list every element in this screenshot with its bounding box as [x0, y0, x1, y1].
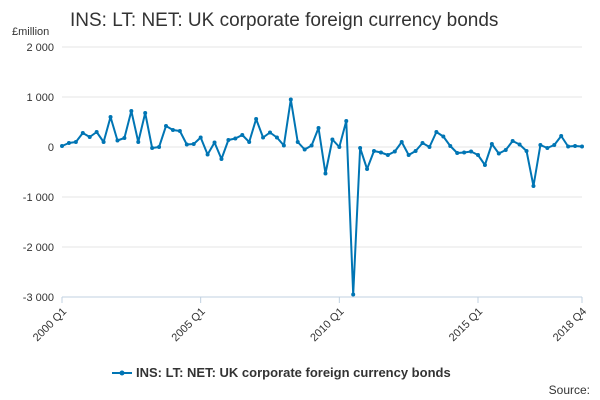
data-point [108, 115, 113, 119]
data-point [392, 149, 397, 154]
data-point [101, 140, 106, 144]
data-point [254, 117, 259, 121]
data-point [344, 119, 349, 123]
data-point [420, 141, 425, 145]
data-point [566, 144, 571, 149]
data-point [469, 149, 474, 154]
data-point [177, 129, 182, 133]
data-point [212, 140, 217, 145]
legend: INS: LT: NET: UK corporate foreign curre… [112, 365, 451, 380]
data-point [406, 153, 411, 157]
data-point [580, 144, 584, 149]
data-point [427, 145, 432, 149]
y-tick-label: 1 000 [26, 92, 54, 104]
data-point [573, 144, 578, 148]
data-point [226, 138, 231, 142]
data-point [482, 163, 487, 167]
data-point [295, 140, 300, 144]
data-point [94, 130, 99, 134]
y-unit-label: £million [12, 26, 49, 38]
chart-title: INS: LT: NET: UK corporate foreign curre… [70, 10, 498, 31]
data-point [66, 141, 71, 145]
x-tick-label: 2000 Q1 [31, 306, 69, 344]
data-point [302, 147, 307, 152]
y-tick-label: 2 000 [26, 42, 54, 54]
data-point [247, 140, 252, 144]
source-label: Source: [549, 383, 590, 397]
data-point [455, 151, 460, 155]
data-point [385, 153, 390, 157]
x-axis-ticks: 2000 Q1 2005 Q1 2010 Q1 2015 Q1 2018 Q4 [31, 297, 589, 344]
data-point [517, 142, 522, 147]
y-tick-label: 0 [48, 142, 54, 154]
data-point [268, 130, 272, 135]
y-axis-ticks: 2 000 1 000 0 -1 000 -2 000 -3 000 [23, 42, 54, 304]
y-tick-label: -1 000 [23, 192, 54, 204]
data-point [337, 145, 342, 149]
data-point [378, 150, 383, 155]
data-point [309, 143, 314, 148]
data-point [358, 146, 363, 150]
data-point [365, 167, 370, 171]
data-point [281, 143, 286, 148]
data-point [240, 133, 245, 137]
data-point [510, 139, 515, 143]
x-tick-label: 2005 Q1 [170, 306, 208, 344]
data-point [274, 135, 279, 140]
data-point [545, 146, 550, 150]
data-point [434, 130, 439, 134]
data-point [143, 111, 148, 115]
data-point [476, 153, 480, 157]
data-point [80, 131, 85, 135]
series-points [60, 97, 584, 297]
data-point [219, 157, 224, 161]
data-point [87, 135, 92, 139]
data-point [233, 136, 238, 141]
data-point [524, 149, 529, 153]
series-line [61, 98, 583, 296]
data-point [372, 149, 376, 153]
data-point [330, 137, 335, 142]
data-point [552, 143, 557, 147]
data-point [399, 140, 404, 144]
y-tick-label: -2 000 [23, 242, 54, 254]
data-point [503, 148, 508, 152]
data-point [60, 144, 64, 148]
data-point [448, 144, 453, 148]
x-tick-label: 2015 Q1 [447, 306, 485, 344]
data-point [413, 149, 418, 153]
data-point [150, 146, 155, 150]
data-point [559, 134, 564, 138]
data-point [136, 140, 141, 144]
data-point [261, 135, 266, 140]
data-point [538, 143, 543, 147]
data-point [129, 109, 134, 113]
data-point [73, 140, 78, 144]
x-tick-label: 2010 Q1 [308, 306, 346, 344]
y-tick-label: -3 000 [23, 292, 54, 304]
data-point [496, 151, 501, 156]
data-point [157, 145, 162, 149]
data-point [351, 292, 356, 297]
data-point [531, 184, 536, 188]
data-point [184, 142, 189, 147]
data-point [205, 152, 210, 157]
legend-label: INS: LT: NET: UK corporate foreign curre… [136, 365, 451, 380]
data-point [191, 142, 196, 146]
data-point [441, 134, 446, 139]
data-point [489, 142, 494, 146]
data-point [198, 135, 203, 140]
legend-marker [119, 370, 125, 376]
data-point [323, 171, 328, 176]
x-tick-label: 2018 Q4 [551, 306, 589, 344]
data-point [122, 136, 127, 140]
data-point [462, 150, 467, 155]
data-point [316, 126, 321, 130]
data-point [164, 124, 168, 128]
data-point [115, 138, 120, 143]
data-point [170, 128, 175, 132]
data-point [288, 97, 293, 102]
